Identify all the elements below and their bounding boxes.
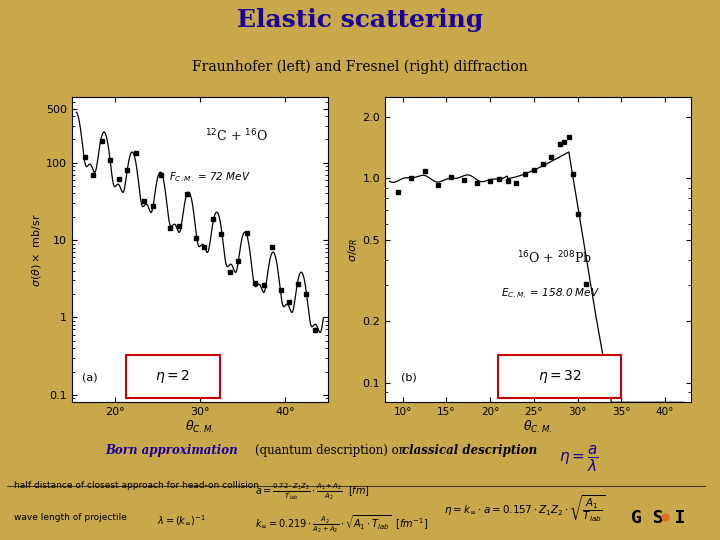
Text: $F_{C.M.}$ = 72 MeV: $F_{C.M.}$ = 72 MeV — [169, 171, 251, 184]
Y-axis label: $\sigma/\sigma_R$: $\sigma/\sigma_R$ — [346, 238, 360, 262]
Text: half distance of closest approach for head-on collision: half distance of closest approach for he… — [14, 481, 259, 490]
Text: (a): (a) — [82, 373, 98, 383]
Text: $\eta = k_\infty \cdot a = 0.157 \cdot Z_1 Z_2 \cdot \sqrt{\dfrac{A_1}{T_{lab}}}: $\eta = k_\infty \cdot a = 0.157 \cdot Z… — [444, 494, 605, 524]
Text: $\eta = 2$: $\eta = 2$ — [156, 368, 191, 385]
X-axis label: $\theta_{C.M.}$: $\theta_{C.M.}$ — [523, 418, 553, 435]
Text: Elastic scattering: Elastic scattering — [237, 8, 483, 32]
Text: $k_\infty = 0.219 \cdot \frac{A_2}{A_2 + A_2} \cdot \sqrt{A_1 \cdot T_{lab}}\ \ : $k_\infty = 0.219 \cdot \frac{A_2}{A_2 +… — [255, 513, 428, 535]
Text: $\eta = 32$: $\eta = 32$ — [538, 368, 582, 385]
Text: G S I: G S I — [631, 509, 685, 527]
Y-axis label: $\sigma(\theta) \times$ mb/sr: $\sigma(\theta) \times$ mb/sr — [30, 213, 43, 287]
Text: $\eta = \dfrac{a}{\lambda}$: $\eta = \dfrac{a}{\lambda}$ — [559, 444, 598, 474]
Text: (b): (b) — [400, 373, 416, 383]
Text: classical description: classical description — [402, 444, 537, 457]
Text: $^{12}$C + $^{16}$O: $^{12}$C + $^{16}$O — [205, 128, 268, 144]
Text: Fraunhofer (left) and Fresnel (right) diffraction: Fraunhofer (left) and Fresnel (right) di… — [192, 59, 528, 73]
Text: $^{16}$O + $^{208}$Pb: $^{16}$O + $^{208}$Pb — [517, 249, 592, 266]
FancyBboxPatch shape — [498, 355, 621, 398]
Text: $E_{C.M.}$ = 158.0 MeV: $E_{C.M.}$ = 158.0 MeV — [501, 286, 600, 300]
Text: wave length of projectile: wave length of projectile — [14, 513, 127, 522]
Text: :: : — [528, 444, 531, 457]
FancyBboxPatch shape — [126, 355, 220, 398]
Text: Born approximation: Born approximation — [105, 444, 238, 457]
Text: $\lambda = (k_\infty)^{-1}$: $\lambda = (k_\infty)^{-1}$ — [158, 513, 206, 528]
Text: $a = \frac{0.72 \cdot Z_1 Z_2}{T_{lab}} \cdot \frac{A_1 + A_2}{A_2}\ \ [fm]$: $a = \frac{0.72 \cdot Z_1 Z_2}{T_{lab}} … — [255, 481, 370, 502]
Text: (quantum description) or: (quantum description) or — [255, 444, 408, 457]
X-axis label: $\theta_{C.M.}$: $\theta_{C.M.}$ — [185, 418, 215, 435]
